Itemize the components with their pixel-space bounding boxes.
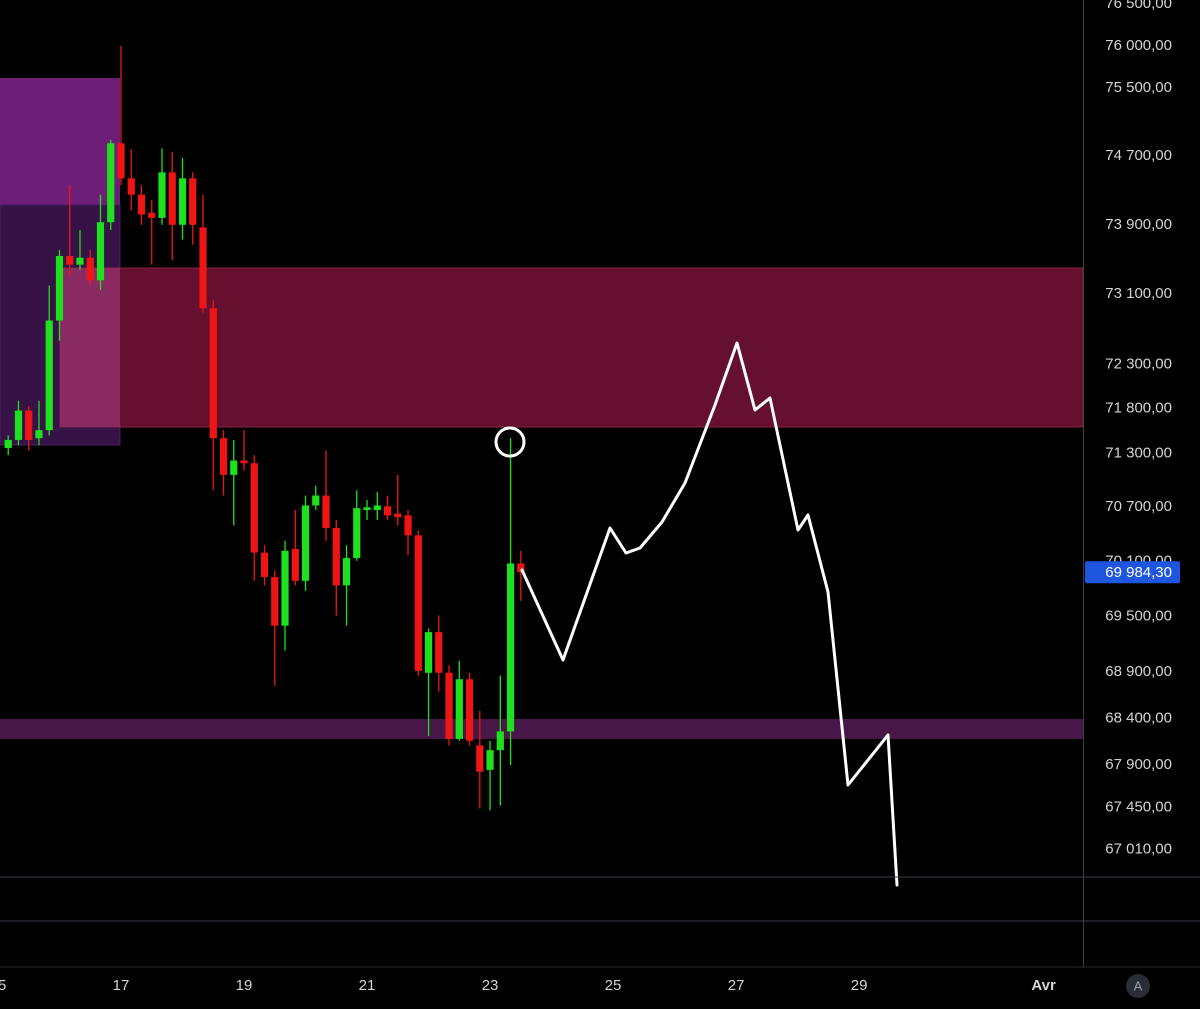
candle-body	[476, 745, 484, 772]
x-tick-label: 23	[482, 977, 499, 994]
candle-body	[486, 750, 494, 770]
candle-body	[76, 257, 84, 265]
candle-body	[137, 194, 146, 215]
candle-body	[199, 227, 207, 309]
price-axis: 76 500,00 76 000,00 75 500,00 74 700,00 73 9…	[1105, 0, 1172, 857]
x-tick-label: 19	[236, 977, 253, 994]
y-tick-label: 68 900,00	[1105, 663, 1172, 680]
candle-body	[260, 552, 269, 578]
y-tick-label: 75 500,00	[1105, 79, 1172, 96]
candle-body	[424, 632, 433, 673]
x-tick-label: 17	[113, 977, 130, 994]
y-tick-label: 76 500,00	[1105, 0, 1172, 12]
y-tick-label: 67 450,00	[1105, 799, 1172, 816]
x-tick-label: 25	[605, 977, 622, 994]
auto-scale-label[interactable]: A	[1134, 978, 1143, 993]
drawings	[494, 341, 899, 887]
x-tick-label: Avr	[1031, 977, 1056, 994]
y-tick-label: 74 700,00	[1105, 147, 1172, 164]
candle-body	[168, 172, 176, 225]
candle-body	[363, 507, 371, 510]
y-tick-label: 73 900,00	[1105, 216, 1172, 233]
candle-body	[107, 143, 115, 223]
y-tick-label: 67 010,00	[1105, 840, 1172, 857]
y-tick-label: 76 000,00	[1105, 37, 1172, 54]
candle-body	[414, 535, 422, 671]
y-tick-label: 70 700,00	[1105, 498, 1172, 515]
candle-body	[404, 515, 412, 536]
candle-body	[178, 178, 187, 225]
candle-body	[189, 178, 197, 225]
candle-body	[230, 460, 238, 475]
candle-body	[465, 679, 474, 741]
candle-body	[394, 513, 402, 518]
candle-body	[209, 308, 217, 439]
candle-body	[271, 577, 279, 626]
candle-body	[45, 320, 53, 431]
candle-body	[312, 495, 320, 506]
x-tick-label: 27	[728, 977, 745, 994]
candle-body	[517, 563, 525, 573]
candle-body	[158, 172, 166, 218]
resistance-zone	[59, 267, 1084, 428]
zone-upper	[0, 78, 120, 205]
x-tick-label: 21	[359, 977, 376, 994]
last-price-box	[1085, 561, 1180, 584]
candle-body	[219, 438, 228, 475]
y-tick-label: 71 300,00	[1105, 444, 1172, 461]
circle-drawing	[494, 426, 526, 458]
y-tick-label: 72 300,00	[1105, 355, 1172, 372]
candle-body	[445, 672, 453, 739]
y-tick-label: 68 400,00	[1105, 709, 1172, 726]
candle-body	[291, 548, 299, 581]
candle-body	[332, 528, 340, 586]
candle-body	[383, 506, 392, 516]
candle-body	[435, 632, 443, 673]
candle-body	[496, 731, 504, 751]
candle-body	[301, 505, 310, 581]
candles	[4, 46, 525, 811]
candle-body	[25, 410, 33, 440]
candle-body	[86, 257, 94, 281]
candle-body	[506, 563, 515, 732]
candle-body	[373, 505, 381, 510]
last-price-label: 69 984,30	[1105, 564, 1172, 581]
x-tick-label: 15	[0, 977, 6, 994]
candle-body	[4, 439, 12, 448]
projection-drawing	[520, 341, 899, 887]
candle-body	[66, 255, 74, 265]
candle-body	[455, 679, 463, 739]
candle-body	[240, 460, 248, 464]
candle-body	[55, 255, 64, 321]
candle-body	[117, 143, 125, 179]
candle-body	[14, 410, 23, 440]
candle-body	[96, 222, 105, 281]
y-tick-label: 69 500,00	[1105, 607, 1172, 624]
y-tick-label: 73 100,00	[1105, 285, 1172, 302]
candle-body	[127, 178, 135, 195]
y-tick-label: 67 900,00	[1105, 756, 1172, 773]
candle-body	[342, 558, 351, 586]
zone-overlap	[60, 268, 120, 427]
candle-body	[353, 508, 361, 559]
x-tick-label: 29	[851, 977, 868, 994]
candle-body	[322, 495, 330, 529]
candle-body	[148, 212, 156, 218]
auto-scale-button[interactable]	[1126, 974, 1150, 998]
candle-body	[35, 430, 43, 439]
candle-body	[250, 463, 258, 553]
time-axis: 15 17 19 21 23 25 27 29 Avr	[0, 977, 1056, 994]
y-tick-label: 71 800,00	[1105, 400, 1172, 417]
support-zone	[0, 719, 1083, 739]
candle-body	[281, 550, 289, 626]
